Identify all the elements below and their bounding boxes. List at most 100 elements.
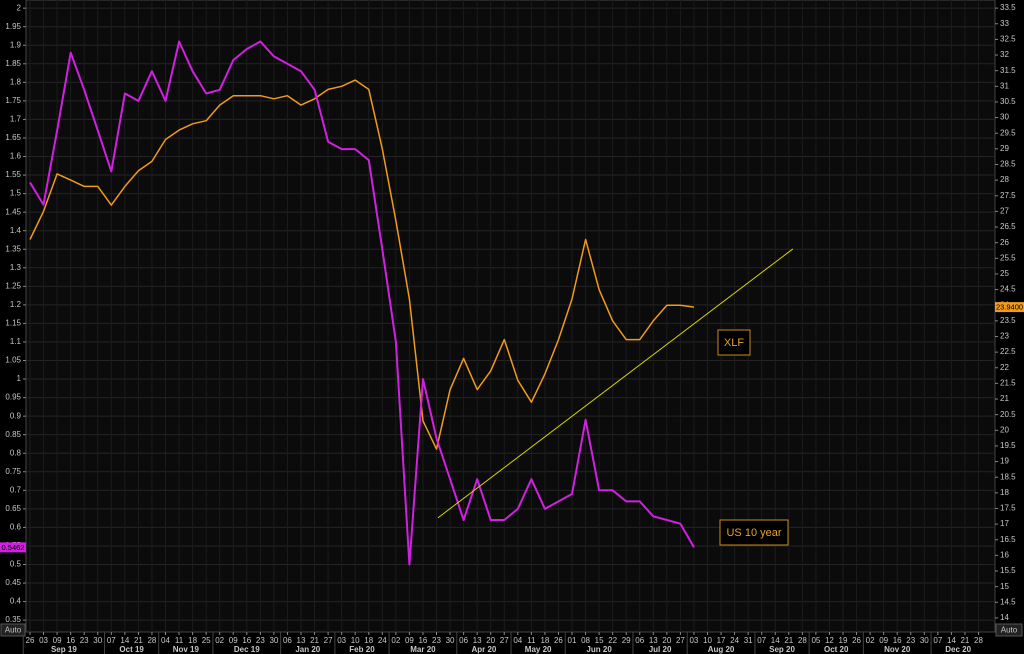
y2-tick-label: 16: [1000, 550, 1009, 559]
x-month-label: Aug 20: [708, 645, 735, 654]
x-tick-label: 30: [920, 636, 929, 645]
y2-tick-label: 27: [1000, 207, 1009, 216]
x-tick-label: 28: [974, 636, 983, 645]
y2-tick-label: 20.5: [1000, 410, 1016, 419]
y2-tick-label: 28.5: [1000, 160, 1016, 169]
y-tick-label: 1.1: [10, 337, 22, 346]
y-tick-label: 1.6: [10, 152, 22, 161]
y2-tick-label: 32.5: [1000, 35, 1016, 44]
y2-tick-label: 26.5: [1000, 222, 1016, 231]
y-tick-label: 1.95: [5, 22, 21, 31]
x-tick-label: 06: [283, 636, 292, 645]
x-tick-label: 30: [93, 636, 102, 645]
y2-tick-label: 23: [1000, 332, 1009, 341]
y-tick-label: 1.05: [5, 356, 21, 365]
y-tick-label: 1.45: [5, 207, 21, 216]
plot-area: [25, 0, 996, 633]
x-tick-label: 18: [540, 636, 549, 645]
annotation-box: [719, 519, 789, 546]
auto-label[interactable]: Auto: [5, 626, 22, 635]
x-tick-label: 16: [893, 636, 902, 645]
x-tick-label: 04: [513, 636, 522, 645]
x-tick-label: 09: [229, 636, 238, 645]
x-month-label: Jun 20: [586, 645, 612, 654]
y2-tick-label: 19: [1000, 457, 1009, 466]
y2-tick-label: 31.5: [1000, 66, 1016, 75]
x-tick-label: 31: [744, 636, 753, 645]
x-tick-label: 26: [26, 636, 35, 645]
y-tick-label: 1.85: [5, 59, 21, 68]
y2-tick-label: 15.5: [1000, 566, 1016, 575]
y-tick-label: 1.5: [10, 189, 22, 198]
x-tick-label: 27: [324, 636, 333, 645]
x-tick-label: 03: [337, 636, 346, 645]
x-tick-label: 30: [269, 636, 278, 645]
x-tick-label: 12: [825, 636, 834, 645]
y-tick-label: 1.2: [10, 300, 22, 309]
y-tick-label: 0.45: [5, 578, 21, 587]
y-tick-label: 1.75: [5, 96, 21, 105]
x-tick-label: 27: [500, 636, 509, 645]
marks: [29, 40, 794, 566]
x-tick-label: 15: [595, 636, 604, 645]
y-tick-label: 0.35: [5, 615, 21, 624]
y-tick-label: 1.55: [5, 170, 21, 179]
auto-label[interactable]: Auto: [1001, 626, 1018, 635]
x-tick-label: 11: [527, 636, 536, 645]
y2-tick-label: 15: [1000, 582, 1009, 591]
x-tick-label: 06: [635, 636, 644, 645]
x-tick-label: 07: [933, 636, 942, 645]
x-month-label: Dec 19: [234, 645, 260, 654]
y2-tick-label: 20: [1000, 425, 1009, 434]
y-tick-label: 1.65: [5, 133, 21, 142]
y2-tick-label: 29: [1000, 144, 1009, 153]
x-tick-label: 26: [852, 636, 861, 645]
y2-tick-label: 18: [1000, 488, 1009, 497]
y2-tick-label: 19.5: [1000, 441, 1016, 450]
x-tick-label: 28: [147, 636, 156, 645]
auto-button[interactable]: [0, 623, 26, 637]
last-value-label: 23.9400: [996, 303, 1023, 312]
y-tick-label: 1.35: [5, 244, 21, 253]
x-tick-label: 23: [432, 636, 441, 645]
x-tick-label: 09: [405, 636, 414, 645]
y2-tick-label: 14: [1000, 613, 1009, 622]
auto-button[interactable]: [995, 623, 1023, 637]
x-month-label: Apr 20: [471, 645, 496, 654]
y-tick-label: 0.65: [5, 504, 21, 513]
x-tick-label: 20: [486, 636, 495, 645]
y-tick-label: 0.85: [5, 430, 21, 439]
y2-tick-label: 24.5: [1000, 285, 1016, 294]
x-tick-label: 03: [689, 636, 698, 645]
y-tick-label: 1.4: [10, 226, 22, 235]
y2-tick-label: 17: [1000, 519, 1009, 528]
x-month-label: Sep 19: [51, 645, 77, 654]
y-tick-label: 1: [17, 374, 22, 383]
y-tick-label: 0.5: [10, 560, 22, 569]
last-value-badge: [0, 542, 26, 553]
y2-tick-label: 33.5: [1000, 3, 1016, 12]
x-tick-label: 05: [811, 636, 820, 645]
x-tick-label: 13: [473, 636, 482, 645]
y2-tick-label: 23.5: [1000, 316, 1016, 325]
x-tick-label: 28: [798, 636, 807, 645]
x-tick-label: 16: [418, 636, 427, 645]
y-tick-label: 0.4: [10, 597, 22, 606]
x-tick-label: 16: [242, 636, 251, 645]
x-tick-label: 11: [175, 636, 184, 645]
x-tick-label: 30: [446, 636, 455, 645]
x-tick-label: 06: [459, 636, 468, 645]
x-tick-label: 22: [608, 636, 617, 645]
x-tick-label: 09: [879, 636, 888, 645]
x-month-label: May 20: [525, 645, 552, 654]
y-tick-label: 2: [17, 3, 22, 12]
y2-tick-label: 32: [1000, 50, 1009, 59]
y2-tick-label: 25.5: [1000, 253, 1016, 262]
x-tick-label: 13: [649, 636, 658, 645]
x-tick-label: 21: [784, 636, 793, 645]
y2-tick-label: 18.5: [1000, 472, 1016, 481]
y2-tick-label: 33: [1000, 19, 1009, 28]
x-tick-label: 18: [364, 636, 373, 645]
